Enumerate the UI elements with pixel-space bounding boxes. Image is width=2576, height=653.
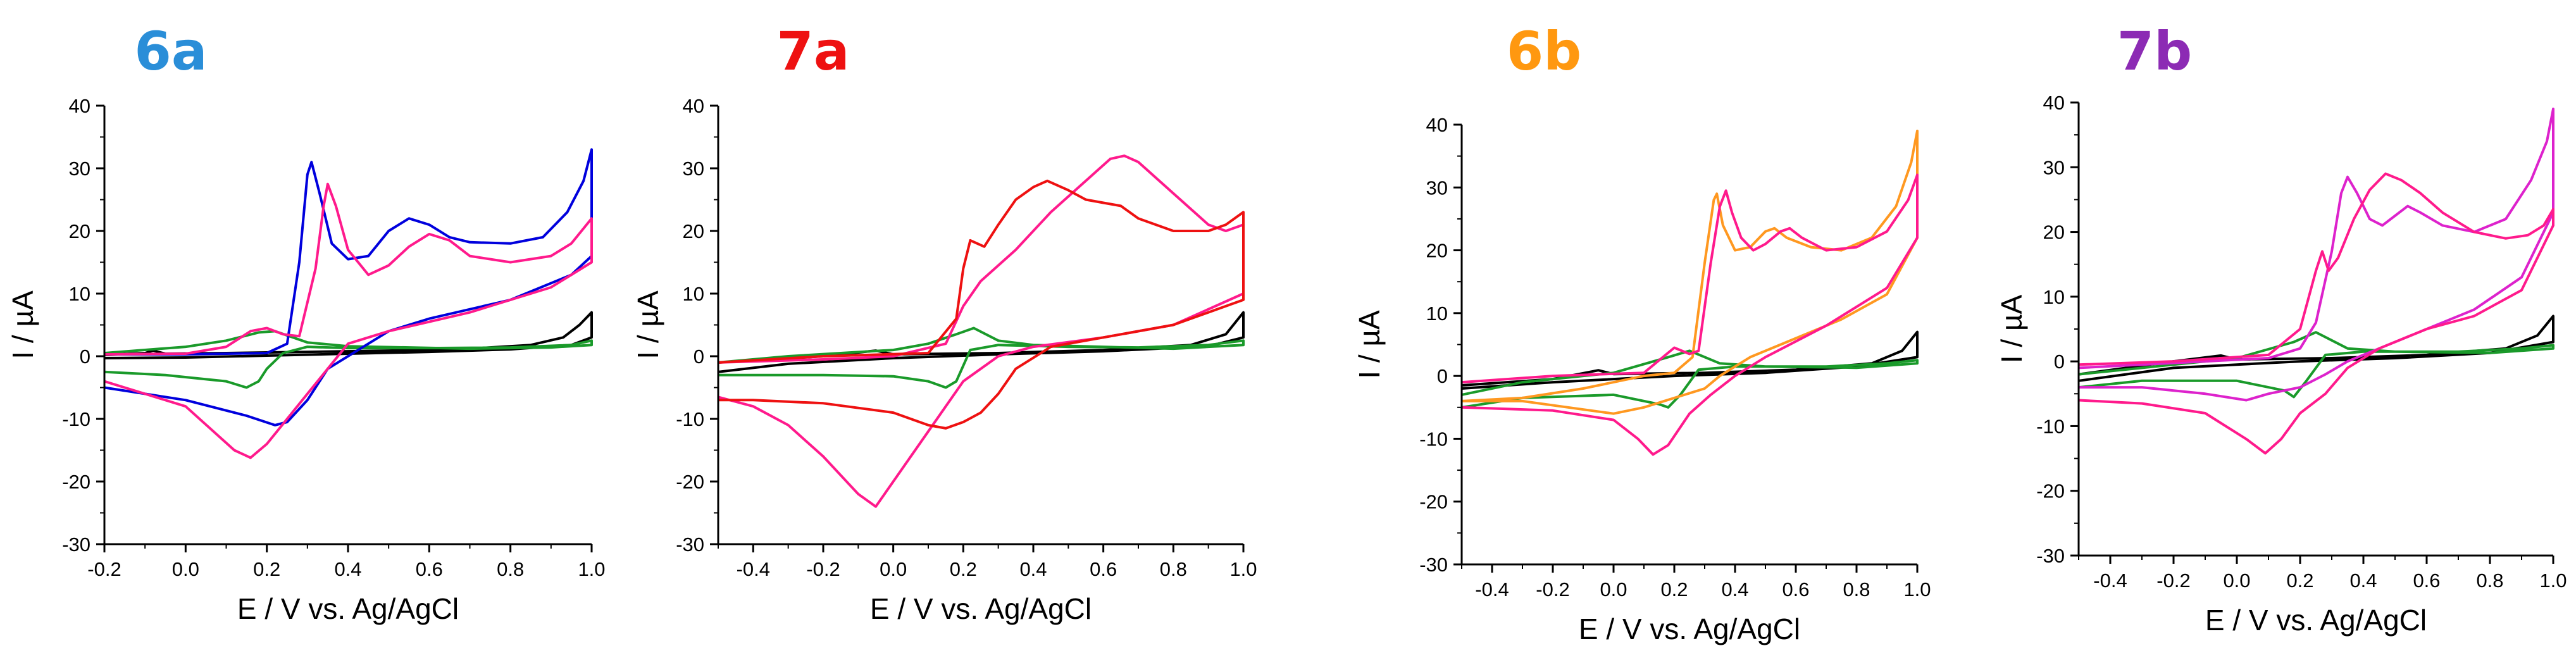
x-axis-label: E / V vs. Ag/AgCl xyxy=(1579,613,1800,645)
y-tick-label: -30 xyxy=(2036,545,2065,567)
x-tick-label: 0.8 xyxy=(497,558,524,580)
y-tick-label: 30 xyxy=(683,158,704,180)
series-line-1 xyxy=(2078,314,2554,382)
x-tick-label: -0.4 xyxy=(2093,569,2127,592)
x-tick-label: 0.6 xyxy=(416,558,443,580)
x-tick-label: 0.2 xyxy=(950,558,977,580)
x-tick-label: -0.2 xyxy=(87,558,121,580)
chart-panel-7a: 7a -30 -20 -10 0 10 20 30 40 -0.4 -0.2 0.0 0.2 0.4 0.6… xyxy=(632,20,1257,625)
y-tick-label: 30 xyxy=(1426,177,1448,199)
x-tick-label: -0.2 xyxy=(806,558,840,580)
x-tick-label: 1.0 xyxy=(2539,569,2567,592)
y-tick-label: 0 xyxy=(1437,365,1448,387)
chart-title: 7a xyxy=(776,20,849,82)
x-tick-label: 0.8 xyxy=(2476,569,2503,592)
y-tick-label: -10 xyxy=(1419,428,1448,450)
x-tick-label: 0.0 xyxy=(880,558,907,580)
x-tick-label: 0.0 xyxy=(1600,578,1627,600)
series-line-3 xyxy=(1461,129,1919,415)
series-line-4 xyxy=(104,182,593,459)
y-tick-label: -20 xyxy=(1419,491,1448,513)
x-tick-label: 0.2 xyxy=(2286,569,2313,592)
x-tick-label: 0.4 xyxy=(1019,558,1047,580)
y-tick-label: -20 xyxy=(62,471,90,493)
x-tick-label: -0.2 xyxy=(1536,578,1569,600)
y-tick-label: -30 xyxy=(676,533,704,556)
series-line-2 xyxy=(104,330,593,389)
y-tick-label: 30 xyxy=(2043,156,2065,178)
y-tick-label: 30 xyxy=(69,158,90,180)
x-tick-label: 0.2 xyxy=(1660,578,1688,600)
y-tick-label: -20 xyxy=(2036,480,2065,502)
y-tick-label: 20 xyxy=(1426,240,1448,262)
y-axis-label: I / µA xyxy=(1995,295,2028,364)
y-tick-label: -10 xyxy=(676,408,704,430)
chart-title: 6a xyxy=(134,20,207,82)
y-tick-label: 20 xyxy=(2043,221,2065,244)
chart-panel-7b: 7b -30 -20 -10 0 10 20 30 40 -0.4 -0.2 0.0 0.2 0.4 0.6… xyxy=(1995,20,2567,637)
x-tick-label: 0.0 xyxy=(172,558,199,580)
x-axis-label: E / V vs. Ag/AgCl xyxy=(237,592,459,625)
series-line-4 xyxy=(2078,172,2554,455)
series-line-3 xyxy=(104,148,593,426)
x-tick-label: 1.0 xyxy=(578,558,605,580)
series-line-4 xyxy=(718,179,1245,430)
y-tick-label: 40 xyxy=(1426,114,1448,136)
series-line-2 xyxy=(2078,331,2554,399)
x-tick-label: -0.4 xyxy=(737,558,770,580)
y-tick-label: -10 xyxy=(2036,415,2065,437)
series-line-2 xyxy=(1461,349,1919,409)
x-axis-label: E / V vs. Ag/AgCl xyxy=(870,592,1092,625)
y-axis-label: I / µA xyxy=(6,290,39,359)
series-line-2 xyxy=(718,326,1245,389)
y-tick-label: -30 xyxy=(62,533,90,556)
y-tick-label: 40 xyxy=(2043,92,2065,114)
y-tick-label: 40 xyxy=(69,95,90,117)
x-tick-label: 0.8 xyxy=(1160,558,1187,580)
series-line-4 xyxy=(1461,173,1919,456)
x-tick-label: 1.0 xyxy=(1903,578,1931,600)
y-tick-label: 10 xyxy=(2043,286,2065,308)
y-tick-label: 40 xyxy=(683,95,704,117)
y-tick-label: -10 xyxy=(62,408,90,430)
y-tick-label: 10 xyxy=(69,283,90,305)
chart-panel-6a: 6a -30 -20 -10 0 10 20 30 40 -0.2 0.0 0.2 0.4 0.6 0.8 1… xyxy=(6,20,606,625)
y-tick-label: -20 xyxy=(676,471,704,493)
series-line-3 xyxy=(718,154,1245,508)
y-tick-label: 20 xyxy=(683,220,704,242)
x-tick-label: 0.0 xyxy=(2223,569,2250,592)
x-tick-label: -0.4 xyxy=(1475,578,1509,600)
x-tick-label: 0.6 xyxy=(1090,558,1117,580)
x-tick-label: 0.6 xyxy=(1782,578,1809,600)
y-tick-label: 10 xyxy=(683,283,704,305)
x-tick-label: 0.2 xyxy=(253,558,280,580)
chart-panel-6b: 6b -30 -20 -10 0 10 20 30 40 -0.4 -0.2 0.0 0.2 0.4 0.6… xyxy=(1353,20,1931,645)
y-axis-label: I / µA xyxy=(632,290,664,359)
y-tick-label: 10 xyxy=(1426,302,1448,325)
chart-title: 6b xyxy=(1507,20,1582,82)
y-tick-label: 0 xyxy=(694,345,704,368)
x-tick-label: 0.8 xyxy=(1843,578,1870,600)
chart-title: 7b xyxy=(2117,20,2193,82)
series-line-1 xyxy=(718,311,1245,373)
x-tick-label: 0.4 xyxy=(334,558,361,580)
x-tick-label: 0.6 xyxy=(2413,569,2440,592)
y-tick-label: -30 xyxy=(1419,554,1448,576)
x-axis-label: E / V vs. Ag/AgCl xyxy=(2205,604,2427,637)
x-tick-label: -0.2 xyxy=(2156,569,2190,592)
series-line-1 xyxy=(104,311,593,359)
y-tick-label: 20 xyxy=(69,220,90,242)
series-line-1 xyxy=(1461,330,1919,390)
y-tick-label: 0 xyxy=(80,345,90,368)
series-line-3 xyxy=(2078,108,2554,402)
x-tick-label: 1.0 xyxy=(1229,558,1257,580)
x-tick-label: 0.4 xyxy=(1721,578,1748,600)
y-axis-label: I / µA xyxy=(1353,310,1386,379)
x-tick-label: 0.4 xyxy=(2349,569,2377,592)
y-tick-label: 0 xyxy=(2054,351,2065,373)
